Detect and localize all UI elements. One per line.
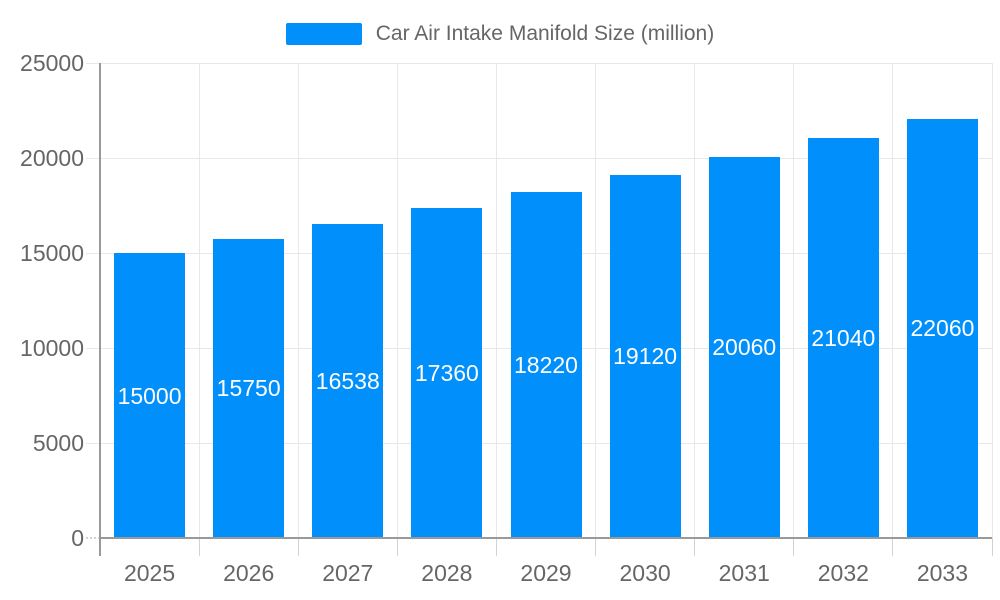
gridline-vertical — [297, 63, 299, 538]
gridline-vertical — [892, 63, 894, 538]
gridline-vertical — [694, 63, 696, 538]
gridline-vertical — [198, 63, 200, 538]
zero-tick — [86, 537, 100, 539]
x-tick-label: 2032 — [817, 560, 869, 586]
x-tick-label: 2026 — [223, 560, 275, 586]
x-tick-label: 2031 — [718, 560, 770, 586]
gridline-vertical — [991, 63, 993, 538]
y-tick-label: 5000 — [32, 430, 84, 456]
y-tick-label: 0 — [71, 525, 84, 551]
bar[interactable] — [708, 156, 780, 538]
bar-value-label: 17360 — [414, 360, 479, 387]
gridline-horizontal — [86, 157, 992, 159]
x-tick-label: 2029 — [520, 560, 572, 586]
gridline-vertical — [595, 63, 597, 538]
x-tick-label: 2028 — [421, 560, 473, 586]
x-tick-label: 2027 — [322, 560, 374, 586]
x-axis-tick — [892, 538, 894, 556]
legend-label: Car Air Intake Manifold Size (million) — [375, 22, 715, 45]
x-tick-label: 2033 — [916, 560, 969, 586]
x-tick-label: 2025 — [123, 560, 176, 586]
x-axis-tick — [694, 538, 696, 556]
bar-value-label: 21040 — [811, 325, 876, 352]
gridline-vertical — [793, 63, 795, 538]
bar-value-label: 16538 — [315, 367, 380, 394]
x-tick-label: 2030 — [619, 560, 671, 586]
bar-value-label: 18220 — [514, 351, 578, 378]
bar[interactable] — [510, 191, 582, 538]
legend[interactable]: Car Air Intake Manifold Size (million) — [0, 21, 1000, 47]
x-axis-tick — [595, 538, 597, 556]
gridline-vertical — [495, 63, 497, 538]
y-tick-label: 10000 — [20, 335, 84, 361]
bar-value-label: 15000 — [117, 382, 182, 409]
bar-value-label: 20060 — [712, 334, 777, 361]
x-axis-tick — [198, 538, 200, 556]
bar-value-label: 22060 — [910, 315, 975, 342]
bar-value-label: 19120 — [613, 343, 678, 370]
x-axis-tick — [495, 538, 497, 556]
x-axis-tick — [793, 538, 795, 556]
x-axis-tick — [297, 538, 299, 556]
x-axis-tick — [991, 538, 993, 556]
bar[interactable] — [609, 174, 681, 538]
bar[interactable] — [411, 208, 483, 538]
bar[interactable] — [807, 138, 879, 538]
bar[interactable] — [114, 253, 186, 538]
x-axis-tick — [396, 538, 398, 556]
y-tick-label: 25000 — [20, 50, 84, 76]
y-axis-line — [99, 63, 101, 556]
y-tick-label: 15000 — [20, 240, 84, 266]
gridline-horizontal — [86, 62, 992, 64]
bar[interactable] — [312, 223, 384, 538]
bar[interactable] — [213, 238, 285, 538]
y-tick-label: 20000 — [20, 145, 84, 171]
x-axis-line — [100, 537, 992, 539]
gridline-vertical — [396, 63, 398, 538]
legend-swatch — [285, 23, 362, 45]
bar[interactable] — [906, 118, 978, 538]
bar-value-label: 15750 — [216, 375, 281, 402]
